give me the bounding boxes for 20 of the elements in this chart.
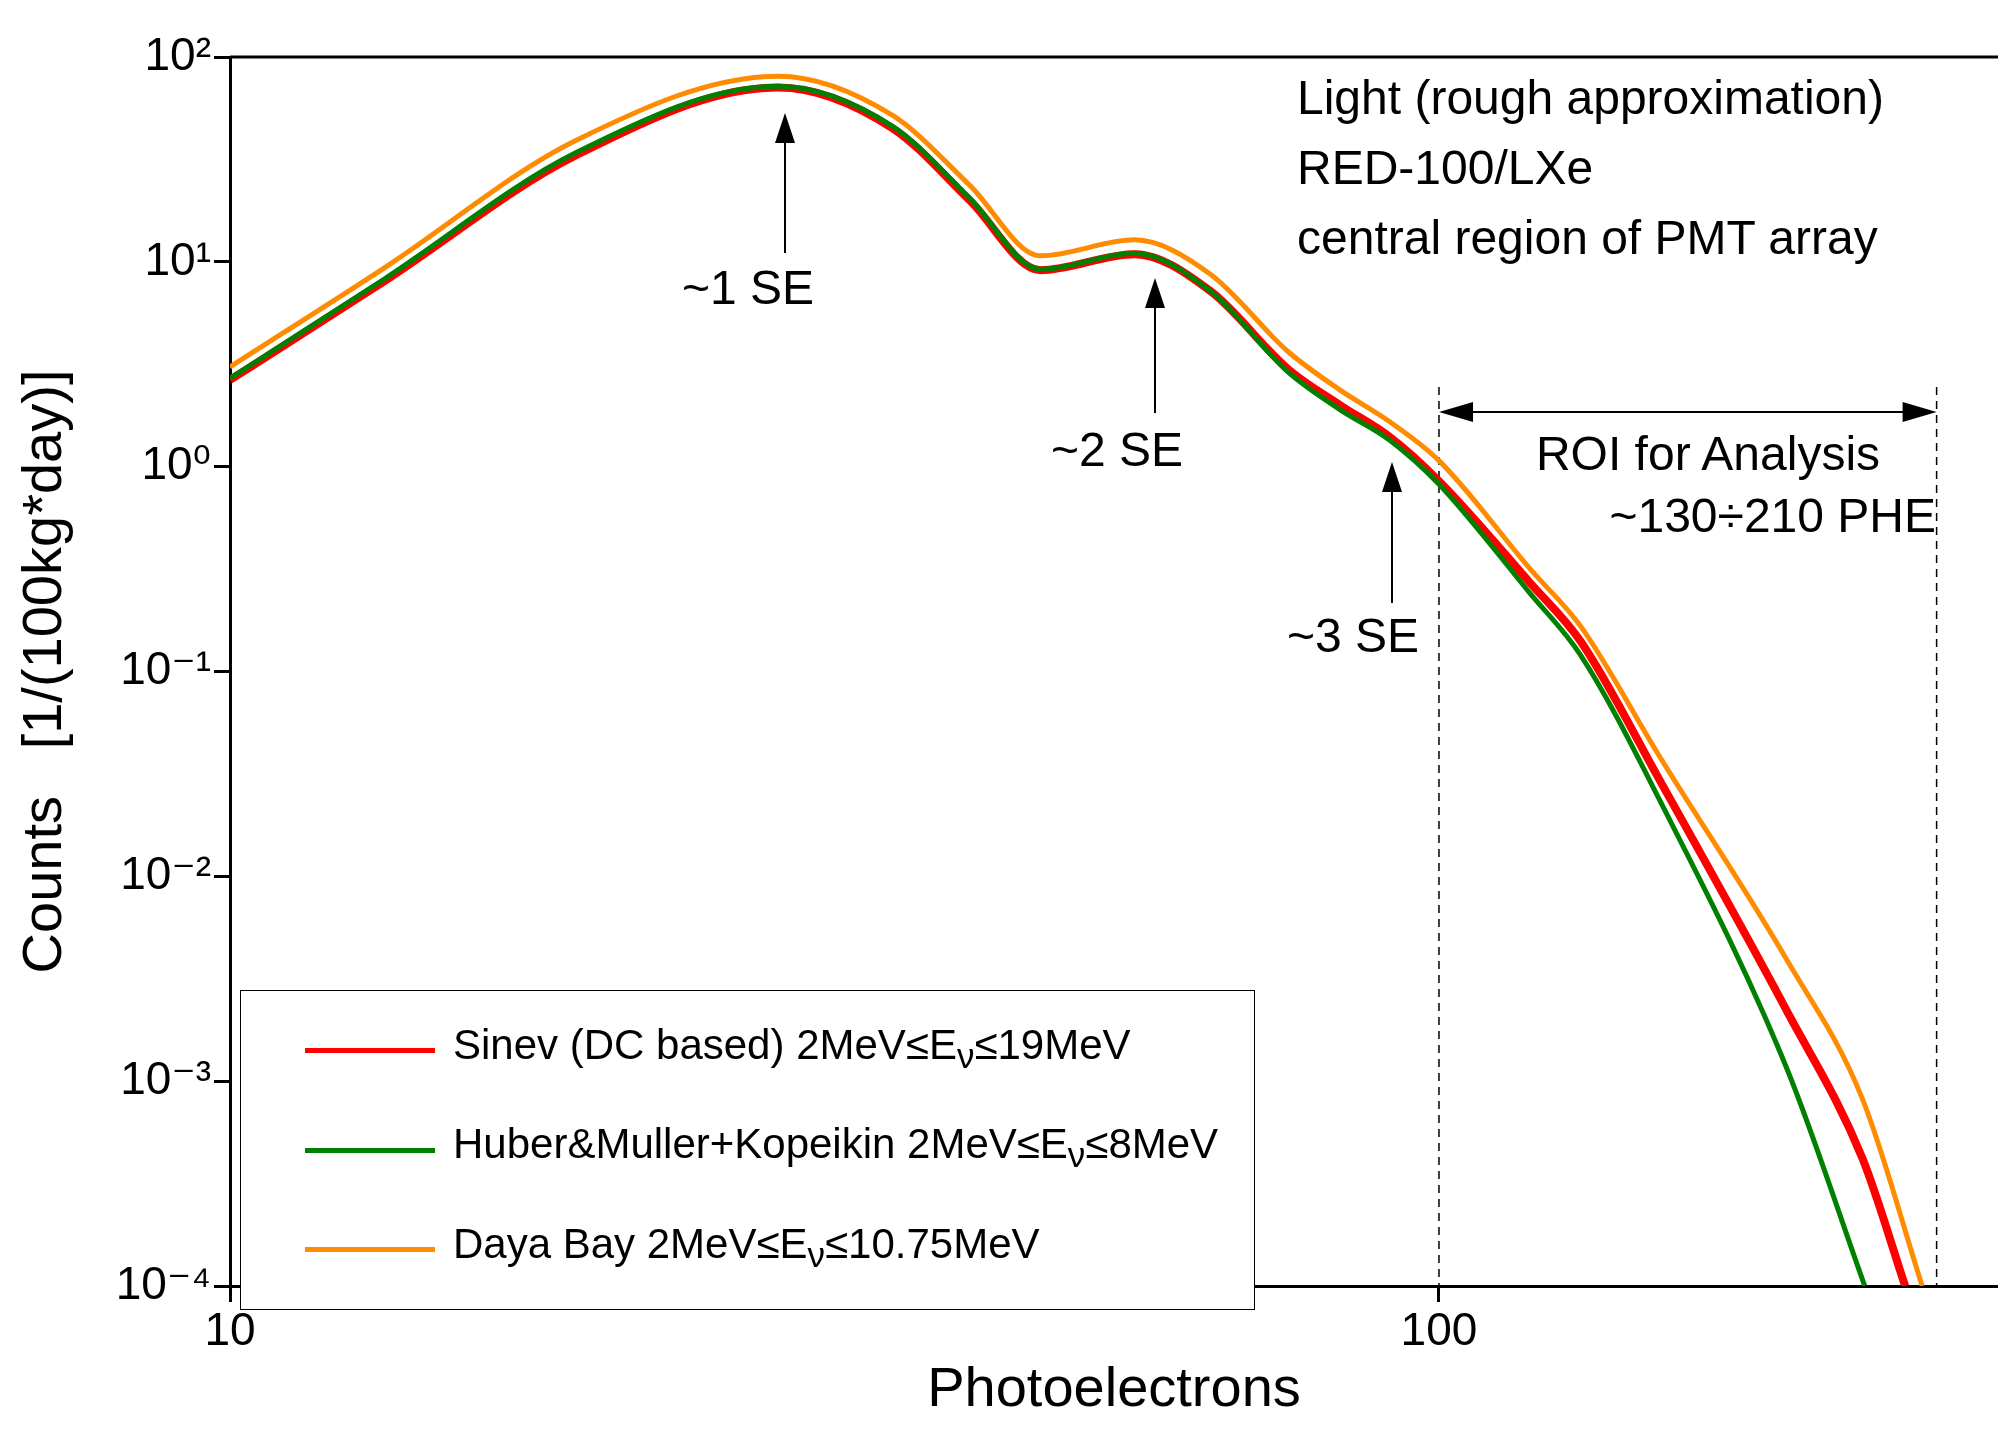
annotation: ~3 SE (1286, 608, 1420, 664)
y-axis-title: Counts [1/(100kg*day)] (10, 369, 74, 974)
annotation: central region of PMT array (1297, 210, 1878, 266)
y-tick-label: 10⁻¹ (120, 642, 211, 695)
annotation: ~130÷210 PHE (1609, 488, 1936, 544)
annotation: ~1 SE (681, 260, 815, 316)
y-tick-label: 10⁻³ (120, 1051, 211, 1104)
y-tick-label: 10¹ (144, 232, 211, 285)
legend-label: Daya Bay 2MeV≤E$_{ν}$≤10.75MeV (453, 1218, 1040, 1277)
annotation: ~2 SE (1050, 422, 1184, 478)
x-tick-label: 100 (1400, 1303, 1478, 1356)
legend-label: Sinev (DC based) 2MeV≤E$_{ν}$≤19MeV (453, 1020, 1131, 1078)
y-tick-label: 10² (144, 27, 211, 80)
y-tick-label: 10⁻² (120, 847, 211, 900)
annotation: ROI for Analysis (1535, 426, 1881, 482)
annotation: RED-100/LXe (1297, 140, 1594, 196)
annotation: Light (rough approximation) (1297, 70, 1884, 126)
x-axis-title: Photoelectrons (927, 1354, 1301, 1418)
y-tick-label: 10⁰ (141, 437, 211, 490)
legend-label: Huber&Muller+Kopeikin 2MeV≤E$_{ν}$≤8MeV (453, 1119, 1219, 1177)
